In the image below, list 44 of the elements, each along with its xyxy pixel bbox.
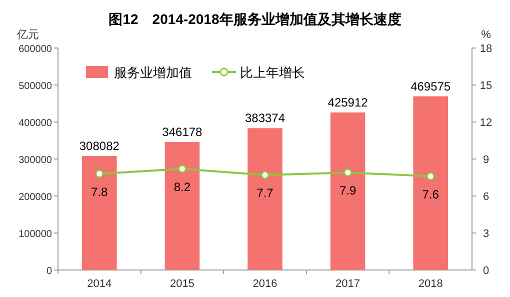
x-tick-label: 2015 [170, 278, 194, 290]
data-label: 383374 [244, 111, 286, 126]
x-tick-label: 2018 [418, 278, 443, 290]
point [178, 164, 186, 174]
x-tick-label: 2016 [252, 278, 278, 290]
data-label: 7.9 [339, 184, 356, 198]
data-label: 7.6 [422, 187, 440, 202]
y-tick-label: 0 [46, 266, 52, 277]
point [260, 170, 270, 180]
y-tick-label: 300000 [18, 155, 52, 166]
data-label: 308082 [79, 139, 120, 154]
chart-title: 图12 2014-2018年服务业增加值及其增长速度 [108, 11, 402, 27]
point [426, 172, 435, 181]
y2-tick-label: 9 [482, 154, 490, 166]
y2-axis-title: % [481, 29, 492, 41]
legend-label: 比上年增长 [240, 65, 305, 80]
bar [330, 112, 366, 270]
bar [413, 96, 448, 270]
bar [82, 156, 117, 270]
y2-tick-label: 6 [482, 191, 490, 203]
y-tick-label: 400000 [18, 118, 52, 129]
x-tick-label: 2017 [336, 278, 360, 290]
y-tick-label: 500000 [18, 81, 52, 92]
y-tick-label: 100000 [18, 229, 52, 240]
data-label: 346178 [162, 124, 203, 139]
data-label: 7.7 [256, 186, 274, 200]
y2-tick-label: 12 [480, 117, 492, 129]
y2-tick-label: 15 [480, 80, 492, 92]
y2-tick-label: 18 [480, 43, 492, 55]
bar [248, 128, 282, 270]
y-tick-label: 200000 [18, 192, 52, 203]
x-tick-label: 2014 [87, 278, 112, 290]
y-tick-label: 600000 [18, 44, 52, 55]
bar [164, 142, 200, 270]
data-label: 469575 [410, 79, 451, 94]
y-axis-title: 亿元 [16, 29, 39, 41]
data-label: 425912 [328, 95, 368, 110]
point [344, 168, 352, 177]
legend-label: 服务业增加值 [114, 65, 192, 80]
y2-tick-label: 0 [482, 265, 490, 277]
data-label: 7.8 [91, 184, 108, 199]
y2-tick-label: 3 [482, 228, 490, 240]
point [95, 170, 104, 178]
data-label: 8.2 [174, 180, 191, 194]
